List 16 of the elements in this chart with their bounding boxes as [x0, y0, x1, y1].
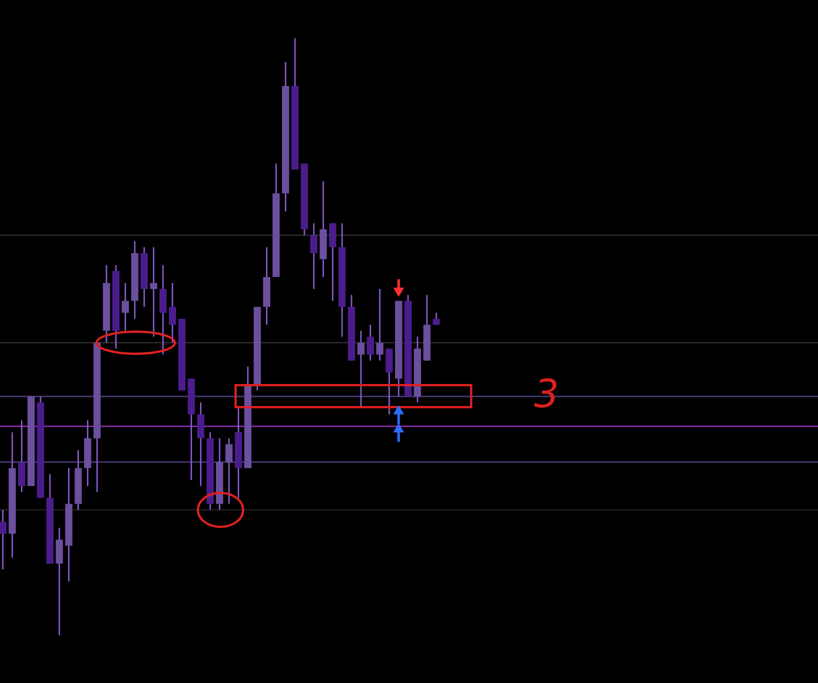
candlestick: [386, 348, 393, 416]
candlestick: [310, 222, 318, 290]
candlestick: [150, 246, 158, 338]
text: 3: [534, 378, 556, 408]
candlestick: [56, 527, 63, 636]
candlestick: [329, 222, 336, 302]
candlestick: [432, 312, 440, 326]
candlestick: [376, 288, 384, 362]
candlestick: [122, 282, 129, 332]
candlestick: [225, 438, 233, 505]
candlestick: [159, 264, 167, 356]
candlestick: [197, 402, 204, 487]
candlestick: [168, 282, 176, 344]
candlestick: [18, 420, 26, 493]
candlestick: [366, 324, 374, 362]
candlestick: [0, 509, 6, 570]
